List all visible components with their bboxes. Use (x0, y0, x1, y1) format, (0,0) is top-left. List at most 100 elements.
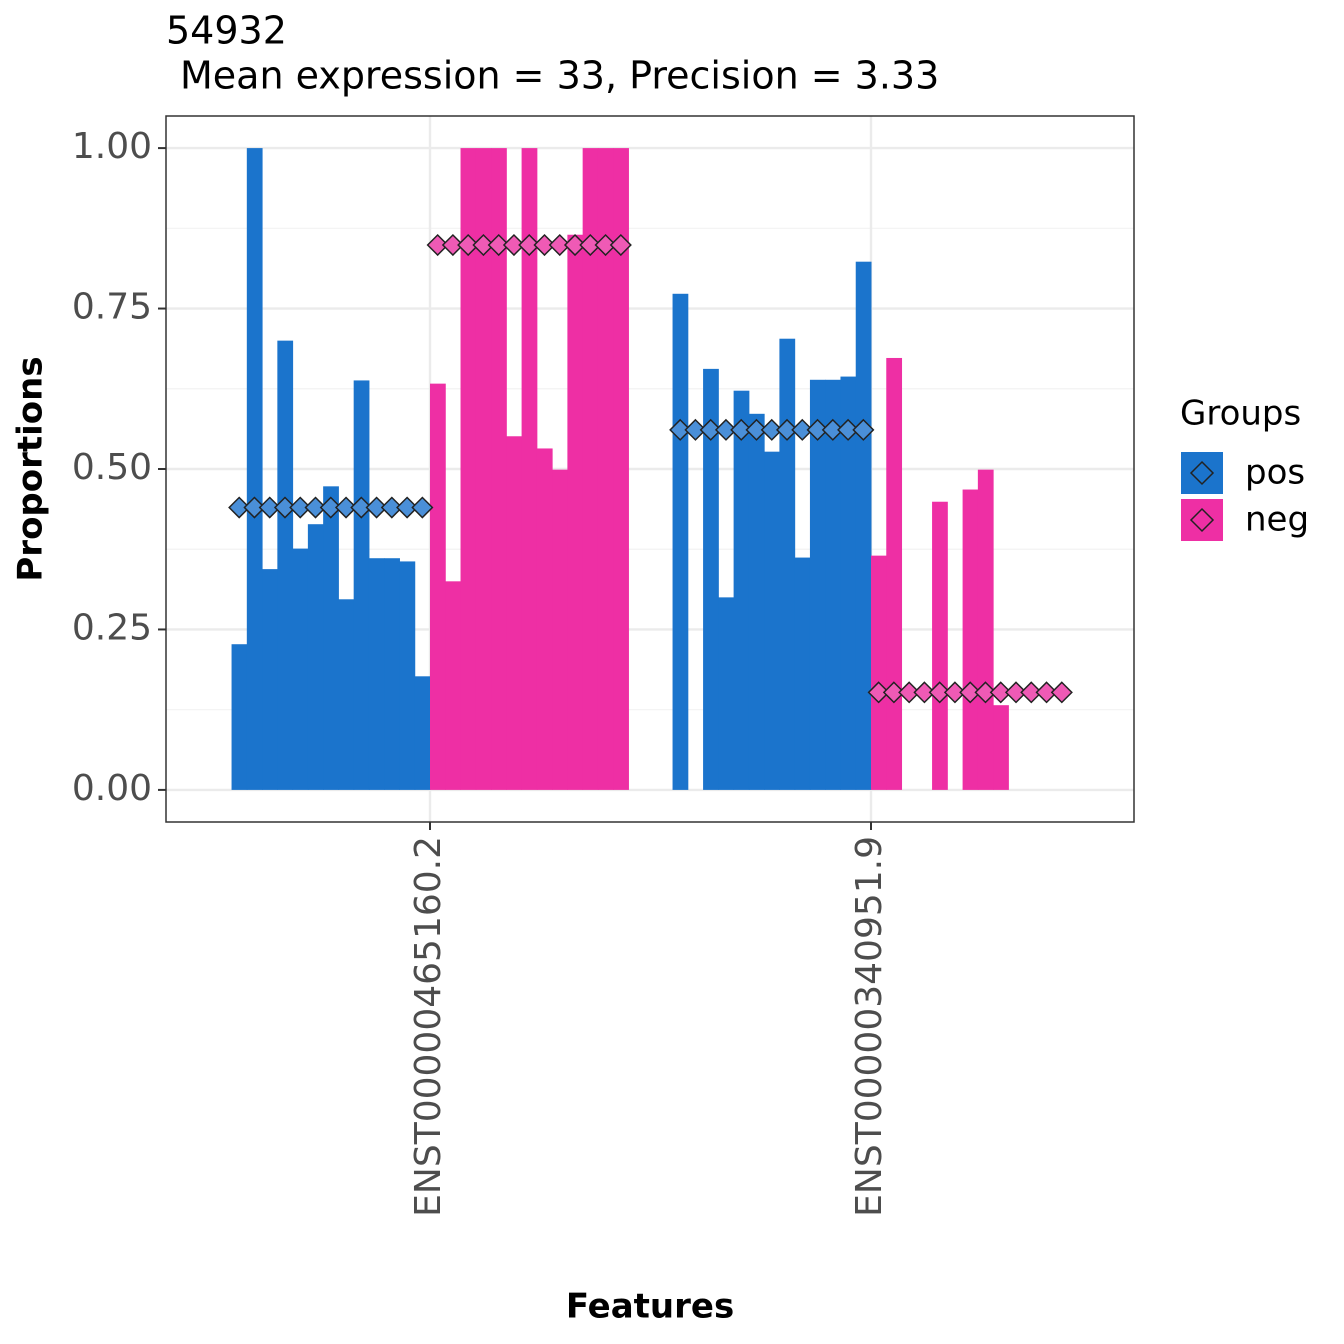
bar (323, 486, 339, 790)
mean-point (898, 681, 921, 704)
mean-point (959, 681, 982, 704)
bar (977, 469, 994, 790)
mean-point (913, 681, 936, 704)
bar (825, 379, 841, 790)
bar (932, 501, 948, 790)
mean-point (426, 233, 449, 257)
bar (794, 557, 811, 790)
y-tick-label: 0.75 (72, 287, 152, 328)
mean-point (775, 418, 799, 441)
mean-point (943, 681, 967, 704)
mean-point (365, 496, 388, 519)
chart-subtitle: Mean expression = 33, Precision = 3.33 (180, 54, 939, 98)
mean-point (806, 418, 829, 441)
mean-point (837, 418, 860, 441)
bar (277, 340, 294, 790)
mean-point (882, 681, 905, 704)
bar (809, 379, 826, 790)
bar (460, 148, 477, 790)
mean-point (1004, 681, 1028, 704)
bar (962, 489, 979, 790)
bar (855, 261, 872, 790)
mean-point (669, 418, 692, 441)
bar (993, 705, 1009, 790)
mean-point (1020, 681, 1043, 704)
mean-point (1035, 681, 1058, 704)
mean-point (228, 496, 251, 519)
bar (399, 561, 416, 790)
bar (552, 469, 568, 790)
bar (597, 148, 614, 790)
y-tick-label: 0.00 (72, 768, 152, 809)
bar (536, 448, 553, 790)
bar (748, 413, 765, 790)
bar (703, 368, 719, 790)
mean-point (928, 681, 951, 704)
bar (840, 376, 857, 790)
legend-label: neg (1245, 500, 1309, 540)
mean-point (714, 418, 738, 441)
bar (353, 380, 370, 790)
mean-point (1050, 681, 1073, 704)
chart-title: 54932 (166, 9, 287, 53)
mean-point (273, 496, 297, 519)
bar (430, 383, 446, 790)
x-tick-label: ENST00000465160.2 (408, 836, 449, 1217)
mean-point (441, 233, 464, 257)
bar (613, 148, 629, 790)
legend-title: Groups (1180, 394, 1301, 434)
y-tick-label: 0.50 (72, 447, 152, 488)
mean-point (289, 496, 312, 519)
mean-point (319, 496, 342, 519)
mean-point (533, 233, 556, 257)
bar (414, 676, 431, 790)
x-axis-label: Features (566, 1287, 734, 1327)
bar (582, 148, 599, 790)
bar (491, 148, 507, 790)
mean-point (396, 496, 419, 519)
bar (475, 148, 492, 790)
mean-point (974, 681, 997, 704)
mean-point (502, 233, 526, 257)
mean-point (760, 418, 783, 441)
mean-point (791, 418, 814, 441)
bar (567, 234, 584, 790)
mean-point (258, 496, 281, 519)
bar (368, 558, 385, 790)
mean-point (457, 233, 480, 257)
bar (733, 390, 750, 790)
mean-point (472, 233, 495, 257)
bar (246, 148, 263, 790)
mean-point (684, 418, 707, 441)
mean-point (487, 233, 510, 257)
mean-point (745, 418, 768, 441)
mean-point (563, 233, 587, 257)
legend-label: pos (1245, 453, 1305, 493)
bar (764, 451, 780, 790)
mean-point (579, 233, 602, 257)
bar (292, 548, 309, 790)
bar (779, 338, 796, 790)
bar (871, 555, 887, 790)
mean-point (380, 496, 403, 519)
bar (231, 644, 248, 790)
mean-point (594, 233, 617, 257)
mean-point (350, 496, 373, 519)
mean-point (518, 233, 541, 257)
mean-point (609, 233, 632, 257)
mean-point (334, 496, 358, 519)
mean-point (699, 418, 722, 441)
bar (718, 597, 735, 790)
mean-point (867, 681, 890, 704)
bar (672, 293, 689, 790)
bar (262, 569, 278, 790)
mean-point (243, 496, 266, 519)
mean-point (852, 418, 875, 441)
bar (506, 436, 523, 790)
mean-point (304, 496, 327, 519)
x-tick-label: ENST00000340951.9 (849, 836, 890, 1217)
y-tick-label: 1.00 (72, 126, 152, 167)
mean-point (548, 233, 571, 257)
legend-symbol (1189, 460, 1215, 486)
